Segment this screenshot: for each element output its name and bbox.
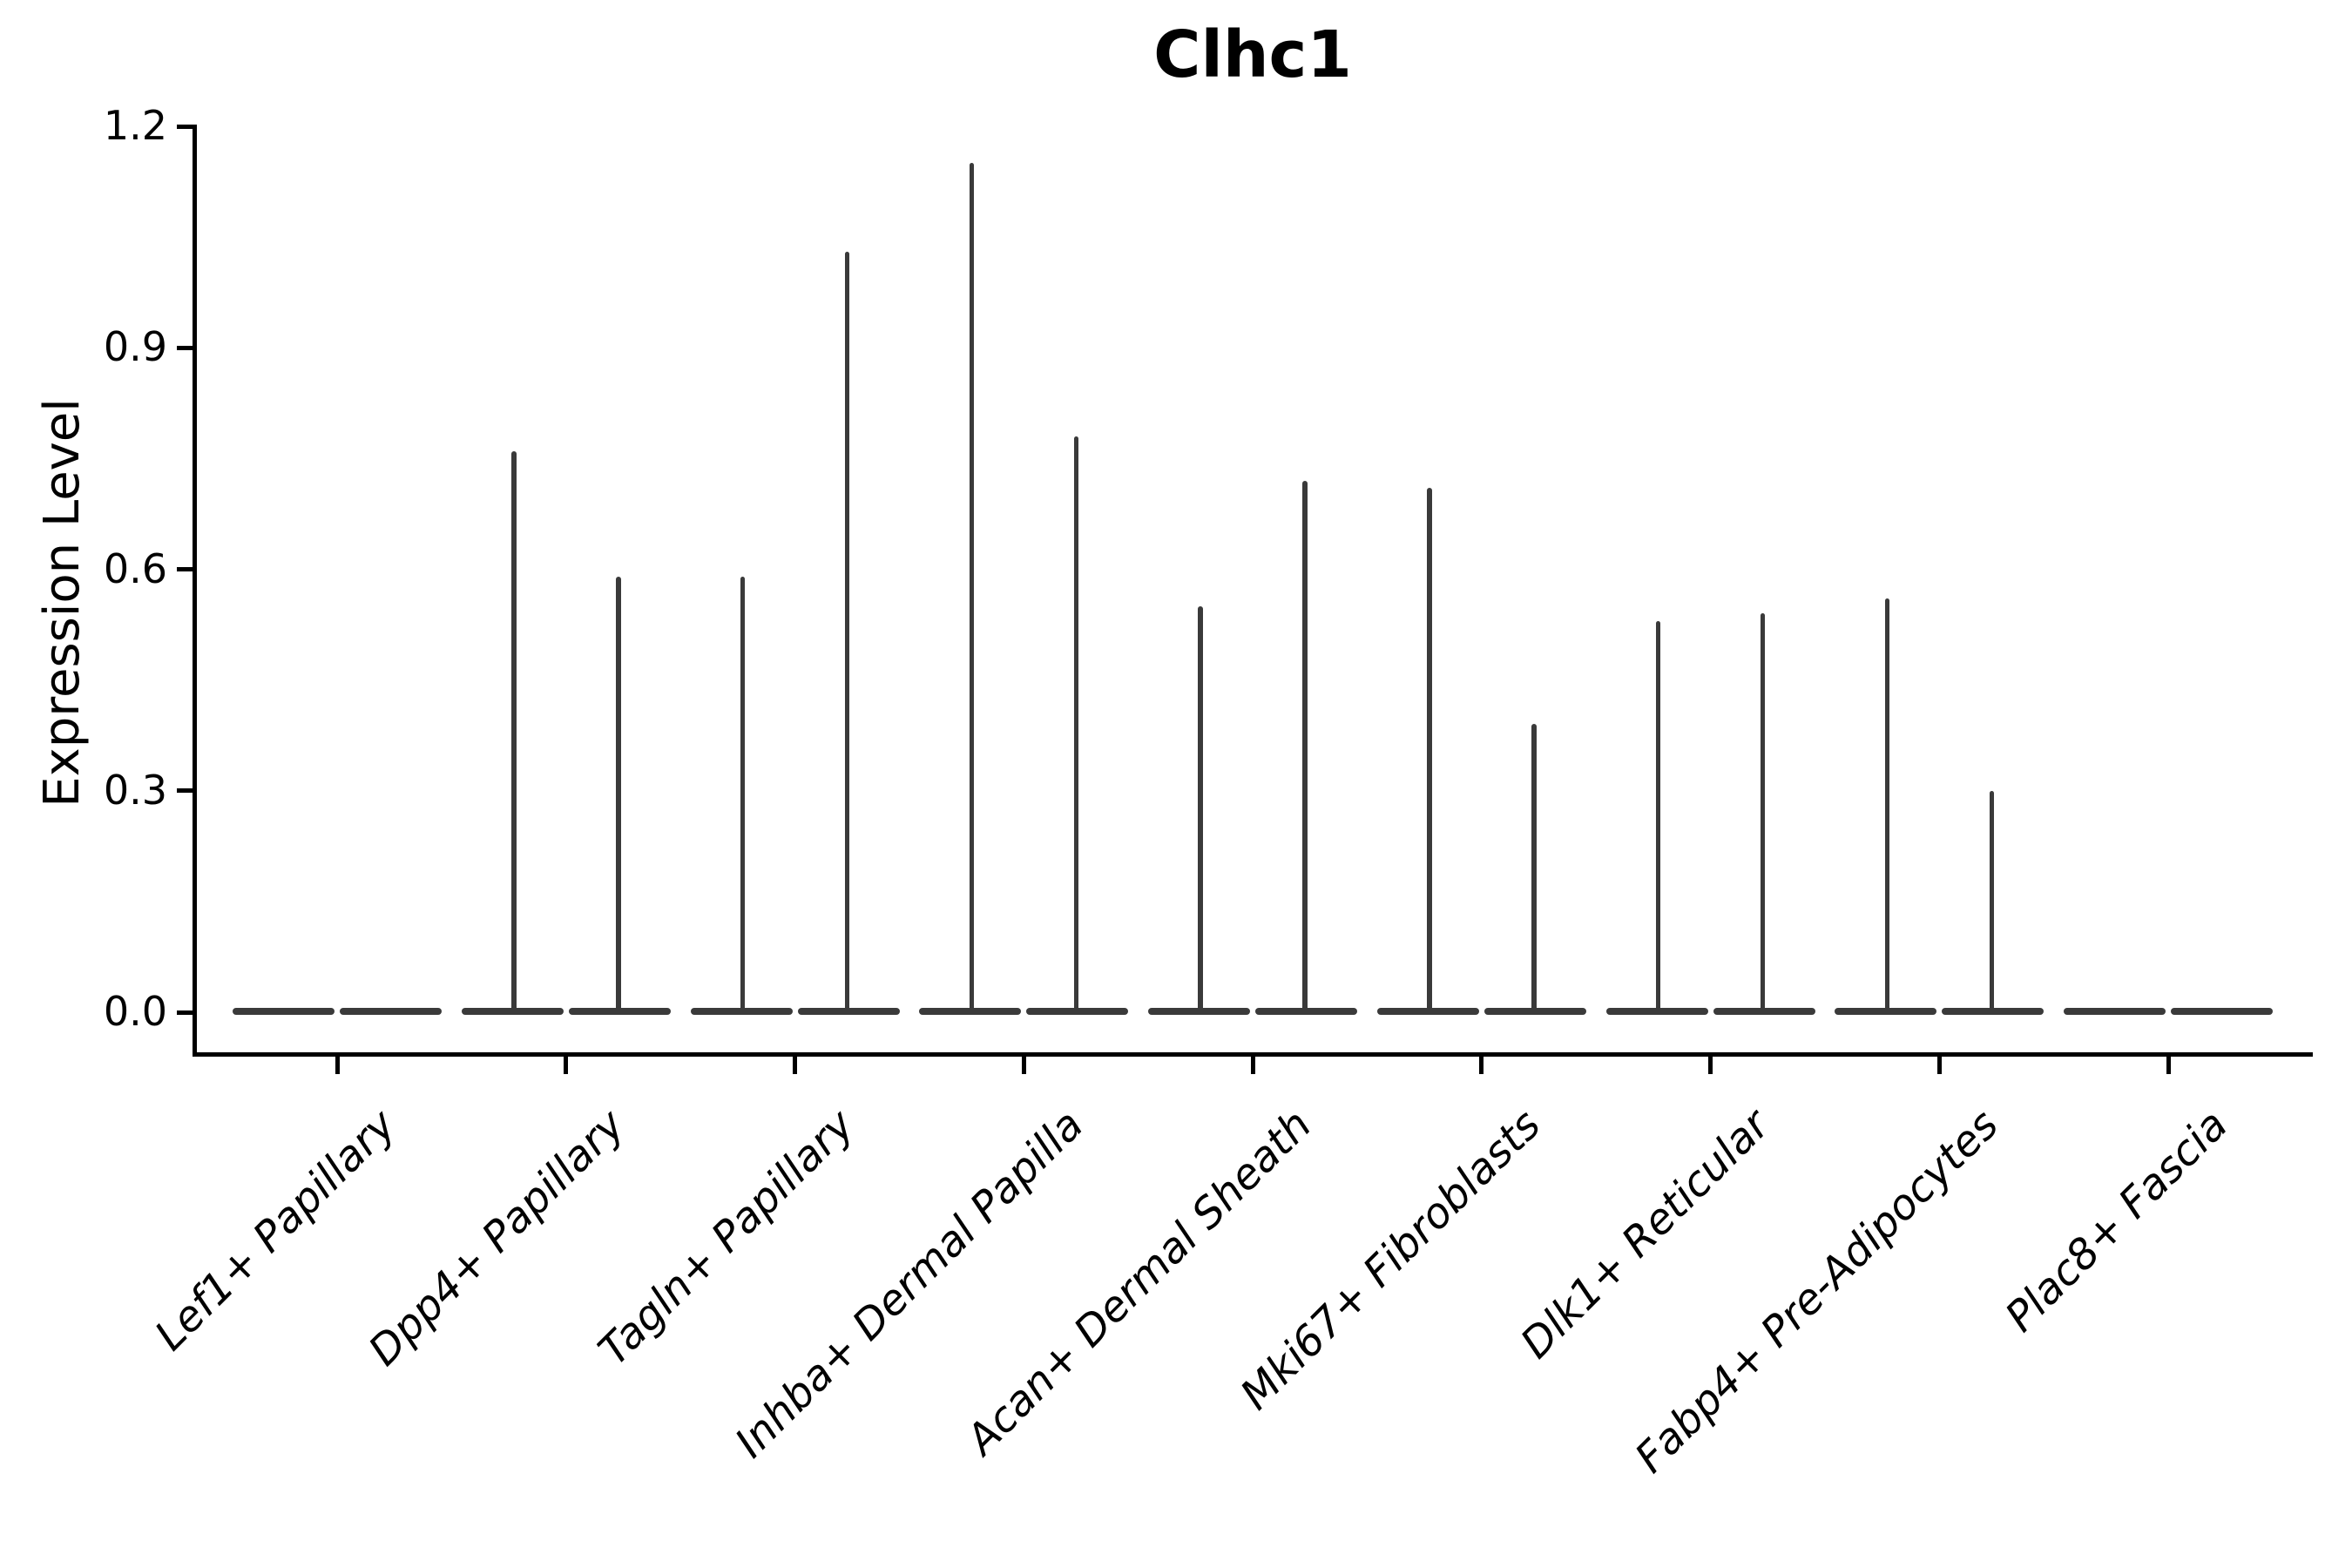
y-tick-label: 0.0 xyxy=(103,988,167,1035)
violin-spike xyxy=(844,252,850,1013)
violin-spike xyxy=(1884,598,1889,1013)
x-tick-label: Dlk1+ Reticular xyxy=(1511,1100,1780,1369)
violin-spike xyxy=(1760,613,1766,1013)
y-tick xyxy=(177,1010,193,1015)
y-tick xyxy=(177,567,193,571)
x-tick xyxy=(335,1057,340,1074)
x-tick-label: Lef1+ Papillary xyxy=(145,1100,406,1361)
y-tick xyxy=(177,345,193,350)
chart-title: Clhc1 xyxy=(1153,17,1352,92)
violin-spike xyxy=(1655,620,1661,1013)
y-tick-label: 0.9 xyxy=(103,323,167,371)
x-tick-label: Plac8+ Fascia xyxy=(1996,1100,2237,1342)
violin-spike xyxy=(740,576,746,1013)
violin-spike xyxy=(1073,436,1078,1013)
x-tick xyxy=(564,1057,569,1074)
violin-spike xyxy=(1198,605,1203,1013)
x-tick xyxy=(1708,1057,1713,1074)
violin-base-right xyxy=(340,1008,442,1015)
violin-spike xyxy=(1531,724,1537,1013)
x-tick xyxy=(793,1057,797,1074)
y-axis-spine xyxy=(193,125,197,1057)
x-tick-label: Tagln+ Papillary xyxy=(589,1100,864,1375)
x-tick xyxy=(1250,1057,1255,1074)
y-tick-label: 0.6 xyxy=(103,544,167,592)
violin-spike xyxy=(1427,488,1432,1013)
y-tick xyxy=(177,788,193,794)
violin-spike xyxy=(1989,790,1994,1013)
violin-base-left xyxy=(233,1008,335,1015)
x-tick xyxy=(1021,1057,1026,1074)
y-tick-label: 1.2 xyxy=(103,102,167,149)
y-axis-label: Expression Level xyxy=(34,398,91,808)
violin-spike xyxy=(616,576,621,1013)
x-axis-spine xyxy=(193,1052,2313,1057)
y-tick xyxy=(177,124,193,129)
x-tick-label: Dpp4+ Papillary xyxy=(359,1100,635,1375)
x-tick xyxy=(1479,1057,1484,1074)
violin-base-right xyxy=(2171,1008,2273,1015)
violin-spike xyxy=(1302,480,1308,1013)
y-tick-label: 0.3 xyxy=(103,766,167,814)
x-tick xyxy=(1936,1057,1942,1074)
x-tick xyxy=(2166,1057,2171,1074)
violin-spike xyxy=(511,450,517,1013)
violin-spike xyxy=(969,163,974,1013)
violin-base-left xyxy=(2064,1008,2166,1015)
